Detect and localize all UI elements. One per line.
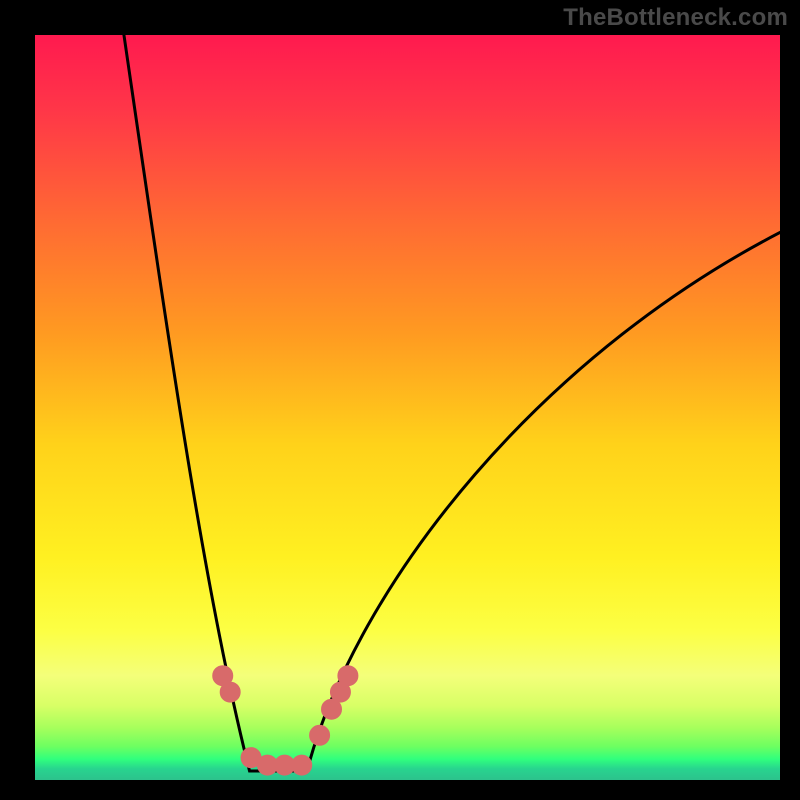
data-marker	[310, 725, 330, 745]
plot-area	[35, 35, 780, 780]
data-marker	[220, 682, 240, 702]
data-marker	[292, 755, 312, 775]
watermark-text: TheBottleneck.com	[563, 4, 788, 32]
bottleneck-curve	[121, 35, 780, 771]
data-marker	[338, 666, 358, 686]
curve-layer	[35, 35, 780, 780]
chart-stage: TheBottleneck.com	[0, 0, 800, 800]
